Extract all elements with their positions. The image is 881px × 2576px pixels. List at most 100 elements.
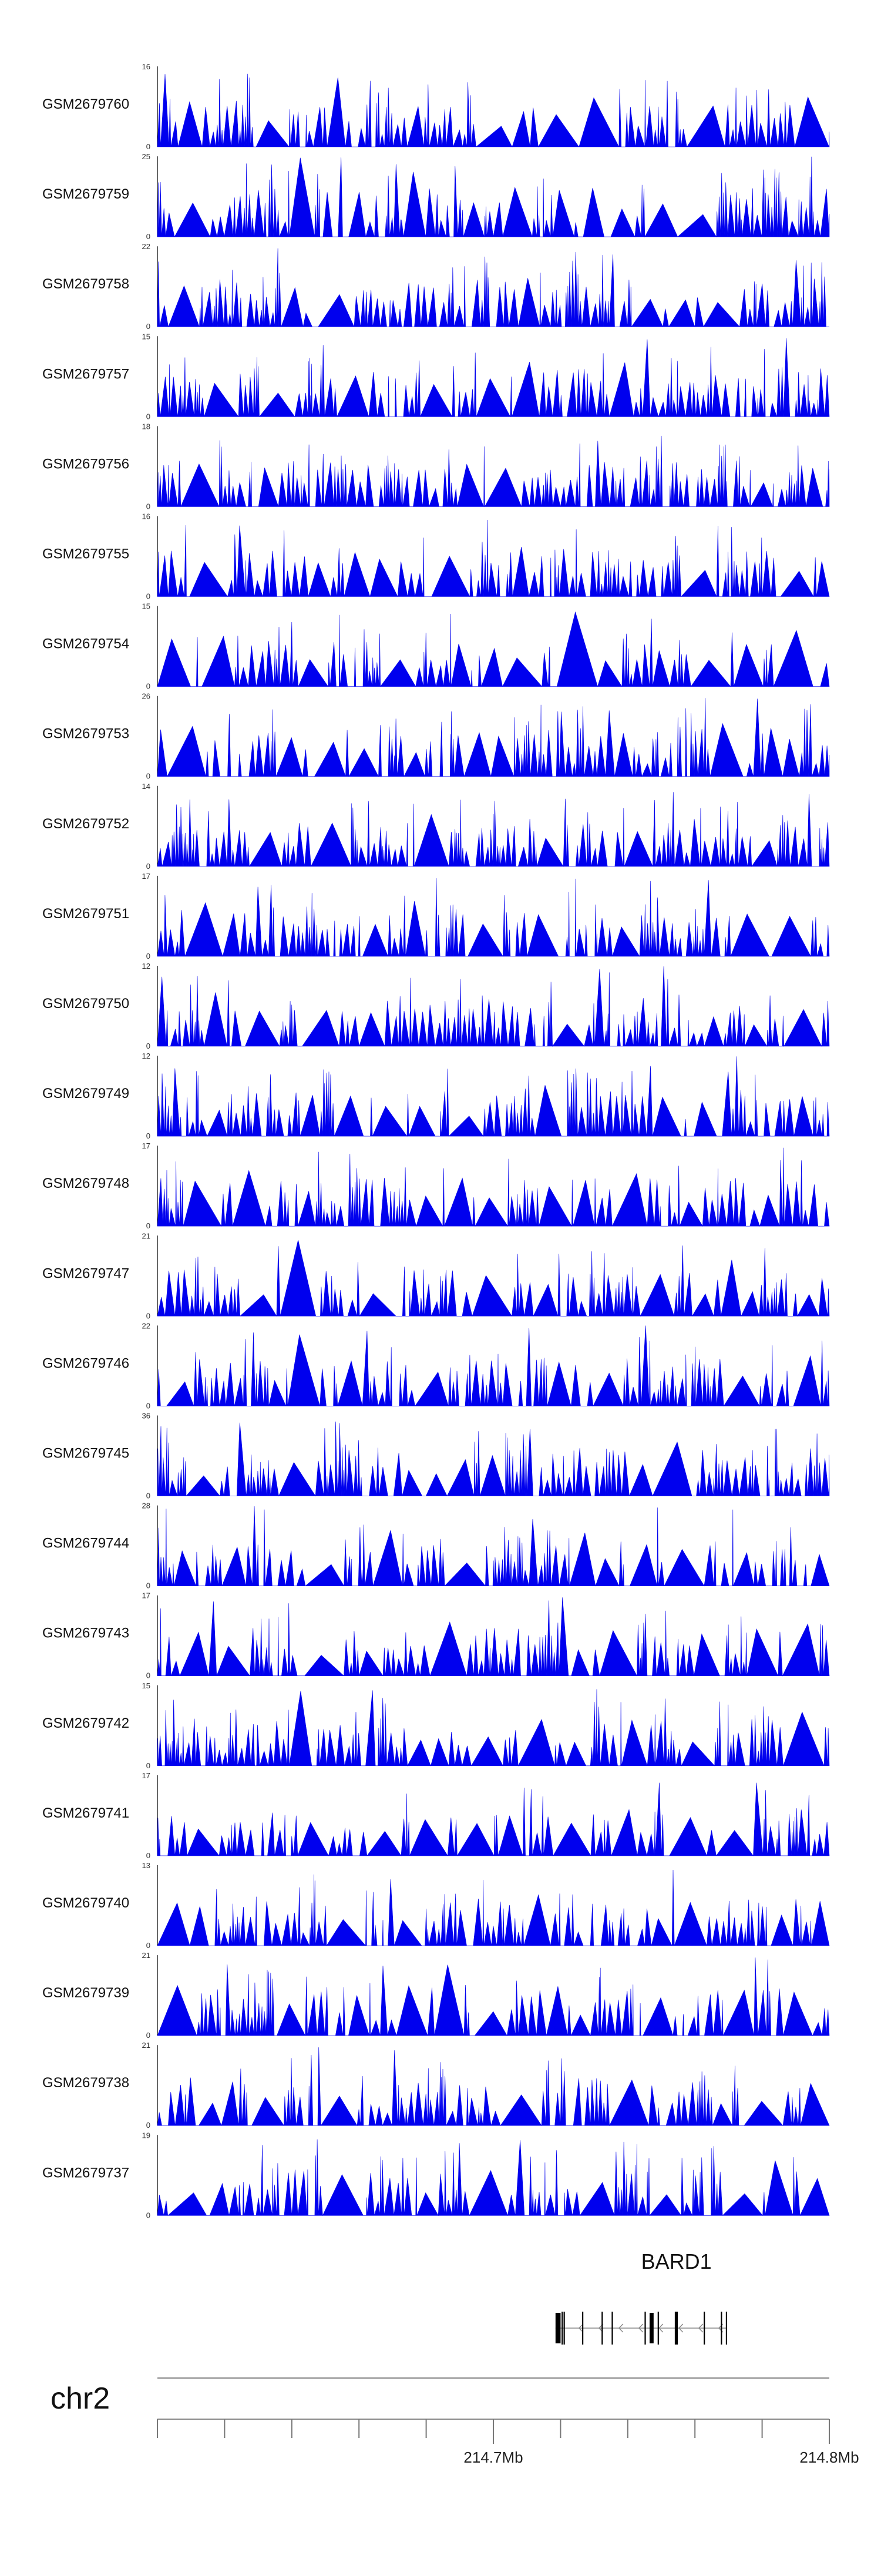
track-ymax-label: 21 <box>142 2041 150 2050</box>
track-ymax-label: 36 <box>142 1412 150 1420</box>
track-ymin-label: 0 <box>146 1492 150 1500</box>
track-ymin-label: 0 <box>146 1401 150 1410</box>
track-ymin-label: 0 <box>146 322 150 331</box>
track-label: GSM2679740 <box>42 1895 129 1911</box>
gene-exon <box>704 2312 705 2345</box>
track-label: GSM2679751 <box>42 906 129 922</box>
genome-axis: chr2 214.7Mb 214.8Mb <box>51 2377 859 2466</box>
track-ymax-label: 22 <box>142 1321 150 1330</box>
track-label: GSM2679738 <box>42 2075 129 2091</box>
track-label: GSM2679754 <box>42 636 129 652</box>
strand-chevron <box>578 2323 584 2333</box>
track-ymin-label: 0 <box>146 502 150 511</box>
track-ymin-label: 0 <box>146 1221 150 1230</box>
track-ymax-label: 28 <box>142 1502 150 1510</box>
coverage-area <box>157 519 830 597</box>
track-ymax-label: 13 <box>142 1861 150 1870</box>
track-GSM2679740: GSM2679740 13 0 <box>42 1861 830 1950</box>
tick-label: 214.7Mb <box>463 2449 523 2466</box>
track-ymin-label: 0 <box>146 1851 150 1860</box>
track-ymin-label: 0 <box>146 682 150 691</box>
track-GSM2679742: GSM2679742 15 0 <box>42 1681 830 1770</box>
track-ymin-label: 0 <box>146 1761 150 1770</box>
tick-label: 214.8Mb <box>799 2449 859 2466</box>
coverage-area <box>157 2139 830 2216</box>
track-GSM2679752: GSM2679752 14 0 <box>42 782 830 871</box>
track-label: GSM2679749 <box>42 1086 129 1101</box>
track-ymax-label: 26 <box>142 692 150 701</box>
coverage-area <box>157 1240 830 1317</box>
track-ymax-label: 17 <box>142 1591 150 1600</box>
track-ymin-label: 0 <box>146 862 150 871</box>
track-label: GSM2679755 <box>42 546 129 562</box>
track-GSM2679756: GSM2679756 18 0 <box>42 422 830 511</box>
track-label: GSM2679750 <box>42 996 129 1012</box>
track-ymin-label: 0 <box>146 2031 150 2040</box>
track-label: GSM2679742 <box>42 1715 129 1731</box>
gene-exon <box>649 2313 654 2343</box>
track-ymin-label: 0 <box>146 592 150 601</box>
track-label: GSM2679739 <box>42 1985 129 2001</box>
track-label: GSM2679741 <box>42 1805 129 1821</box>
coverage-area <box>157 435 830 508</box>
track-GSM2679747: GSM2679747 21 0 <box>42 1231 830 1320</box>
track-ymax-label: 21 <box>142 1231 150 1240</box>
track-ymin-label: 0 <box>146 142 150 151</box>
track-ymax-label: 17 <box>142 1141 150 1150</box>
chromosome-label: chr2 <box>51 2382 110 2416</box>
track-GSM2679760: GSM2679760 16 0 <box>42 62 830 151</box>
track-GSM2679737: GSM2679737 19 0 <box>42 2131 830 2219</box>
track-ymax-label: 22 <box>142 242 150 251</box>
track-label: GSM2679744 <box>42 1536 129 1551</box>
gene-exon <box>674 2312 678 2345</box>
track-GSM2679739: GSM2679739 21 0 <box>42 1951 830 2040</box>
track-ymax-label: 16 <box>142 62 150 71</box>
track-label: GSM2679747 <box>42 1265 129 1281</box>
coverage-area <box>157 1689 830 1766</box>
track-ymax-label: 16 <box>142 512 150 521</box>
track-ymax-label: 12 <box>142 962 150 970</box>
track-GSM2679745: GSM2679745 36 0 <box>42 1412 830 1500</box>
gene-exon <box>644 2312 646 2345</box>
gene-exon <box>582 2312 584 2345</box>
coverage-area <box>157 792 830 867</box>
track-GSM2679746: GSM2679746 22 0 <box>42 1321 830 1410</box>
coverage-area <box>157 611 830 687</box>
track-GSM2679757: GSM2679757 15 0 <box>42 332 830 421</box>
coverage-area <box>157 2047 830 2127</box>
track-GSM2679749: GSM2679749 12 0 <box>42 1052 830 1140</box>
track-ymax-label: 15 <box>142 332 150 341</box>
track-label: GSM2679760 <box>42 96 129 112</box>
track-ymax-label: 14 <box>142 782 150 791</box>
track-ymin-label: 0 <box>146 2121 150 2130</box>
track-ymax-label: 12 <box>142 1052 150 1060</box>
track-GSM2679743: GSM2679743 17 0 <box>42 1591 830 1680</box>
track-ymax-label: 15 <box>142 1681 150 1690</box>
coverage-area <box>157 1421 830 1497</box>
track-ymin-label: 0 <box>146 1131 150 1140</box>
track-ymin-label: 0 <box>146 1671 150 1680</box>
track-label: GSM2679745 <box>42 1446 129 1462</box>
coverage-area <box>157 1506 830 1587</box>
coverage-area <box>157 248 829 328</box>
track-ymax-label: 19 <box>142 2131 150 2140</box>
track-ymax-label: 18 <box>142 422 150 431</box>
track-label: GSM2679756 <box>42 456 129 472</box>
track-ymin-label: 0 <box>146 1581 150 1590</box>
track-GSM2679741: GSM2679741 17 0 <box>42 1771 830 1860</box>
strand-chevron <box>638 2323 644 2333</box>
coverage-area <box>157 1957 830 2037</box>
track-GSM2679755: GSM2679755 16 0 <box>42 512 830 601</box>
track-ymin-label: 0 <box>146 1042 150 1050</box>
track-label: GSM2679748 <box>42 1176 129 1191</box>
coverage-area <box>157 878 830 957</box>
coverage-area <box>157 1147 830 1227</box>
track-GSM2679758: GSM2679758 22 0 <box>42 242 829 331</box>
track-label: GSM2679753 <box>42 726 129 742</box>
track-GSM2679751: GSM2679751 17 0 <box>42 872 830 960</box>
track-label: GSM2679737 <box>42 2165 129 2181</box>
gene-exon <box>657 2312 659 2345</box>
track-ymin-label: 0 <box>146 952 150 960</box>
track-ymin-label: 0 <box>146 2211 150 2219</box>
